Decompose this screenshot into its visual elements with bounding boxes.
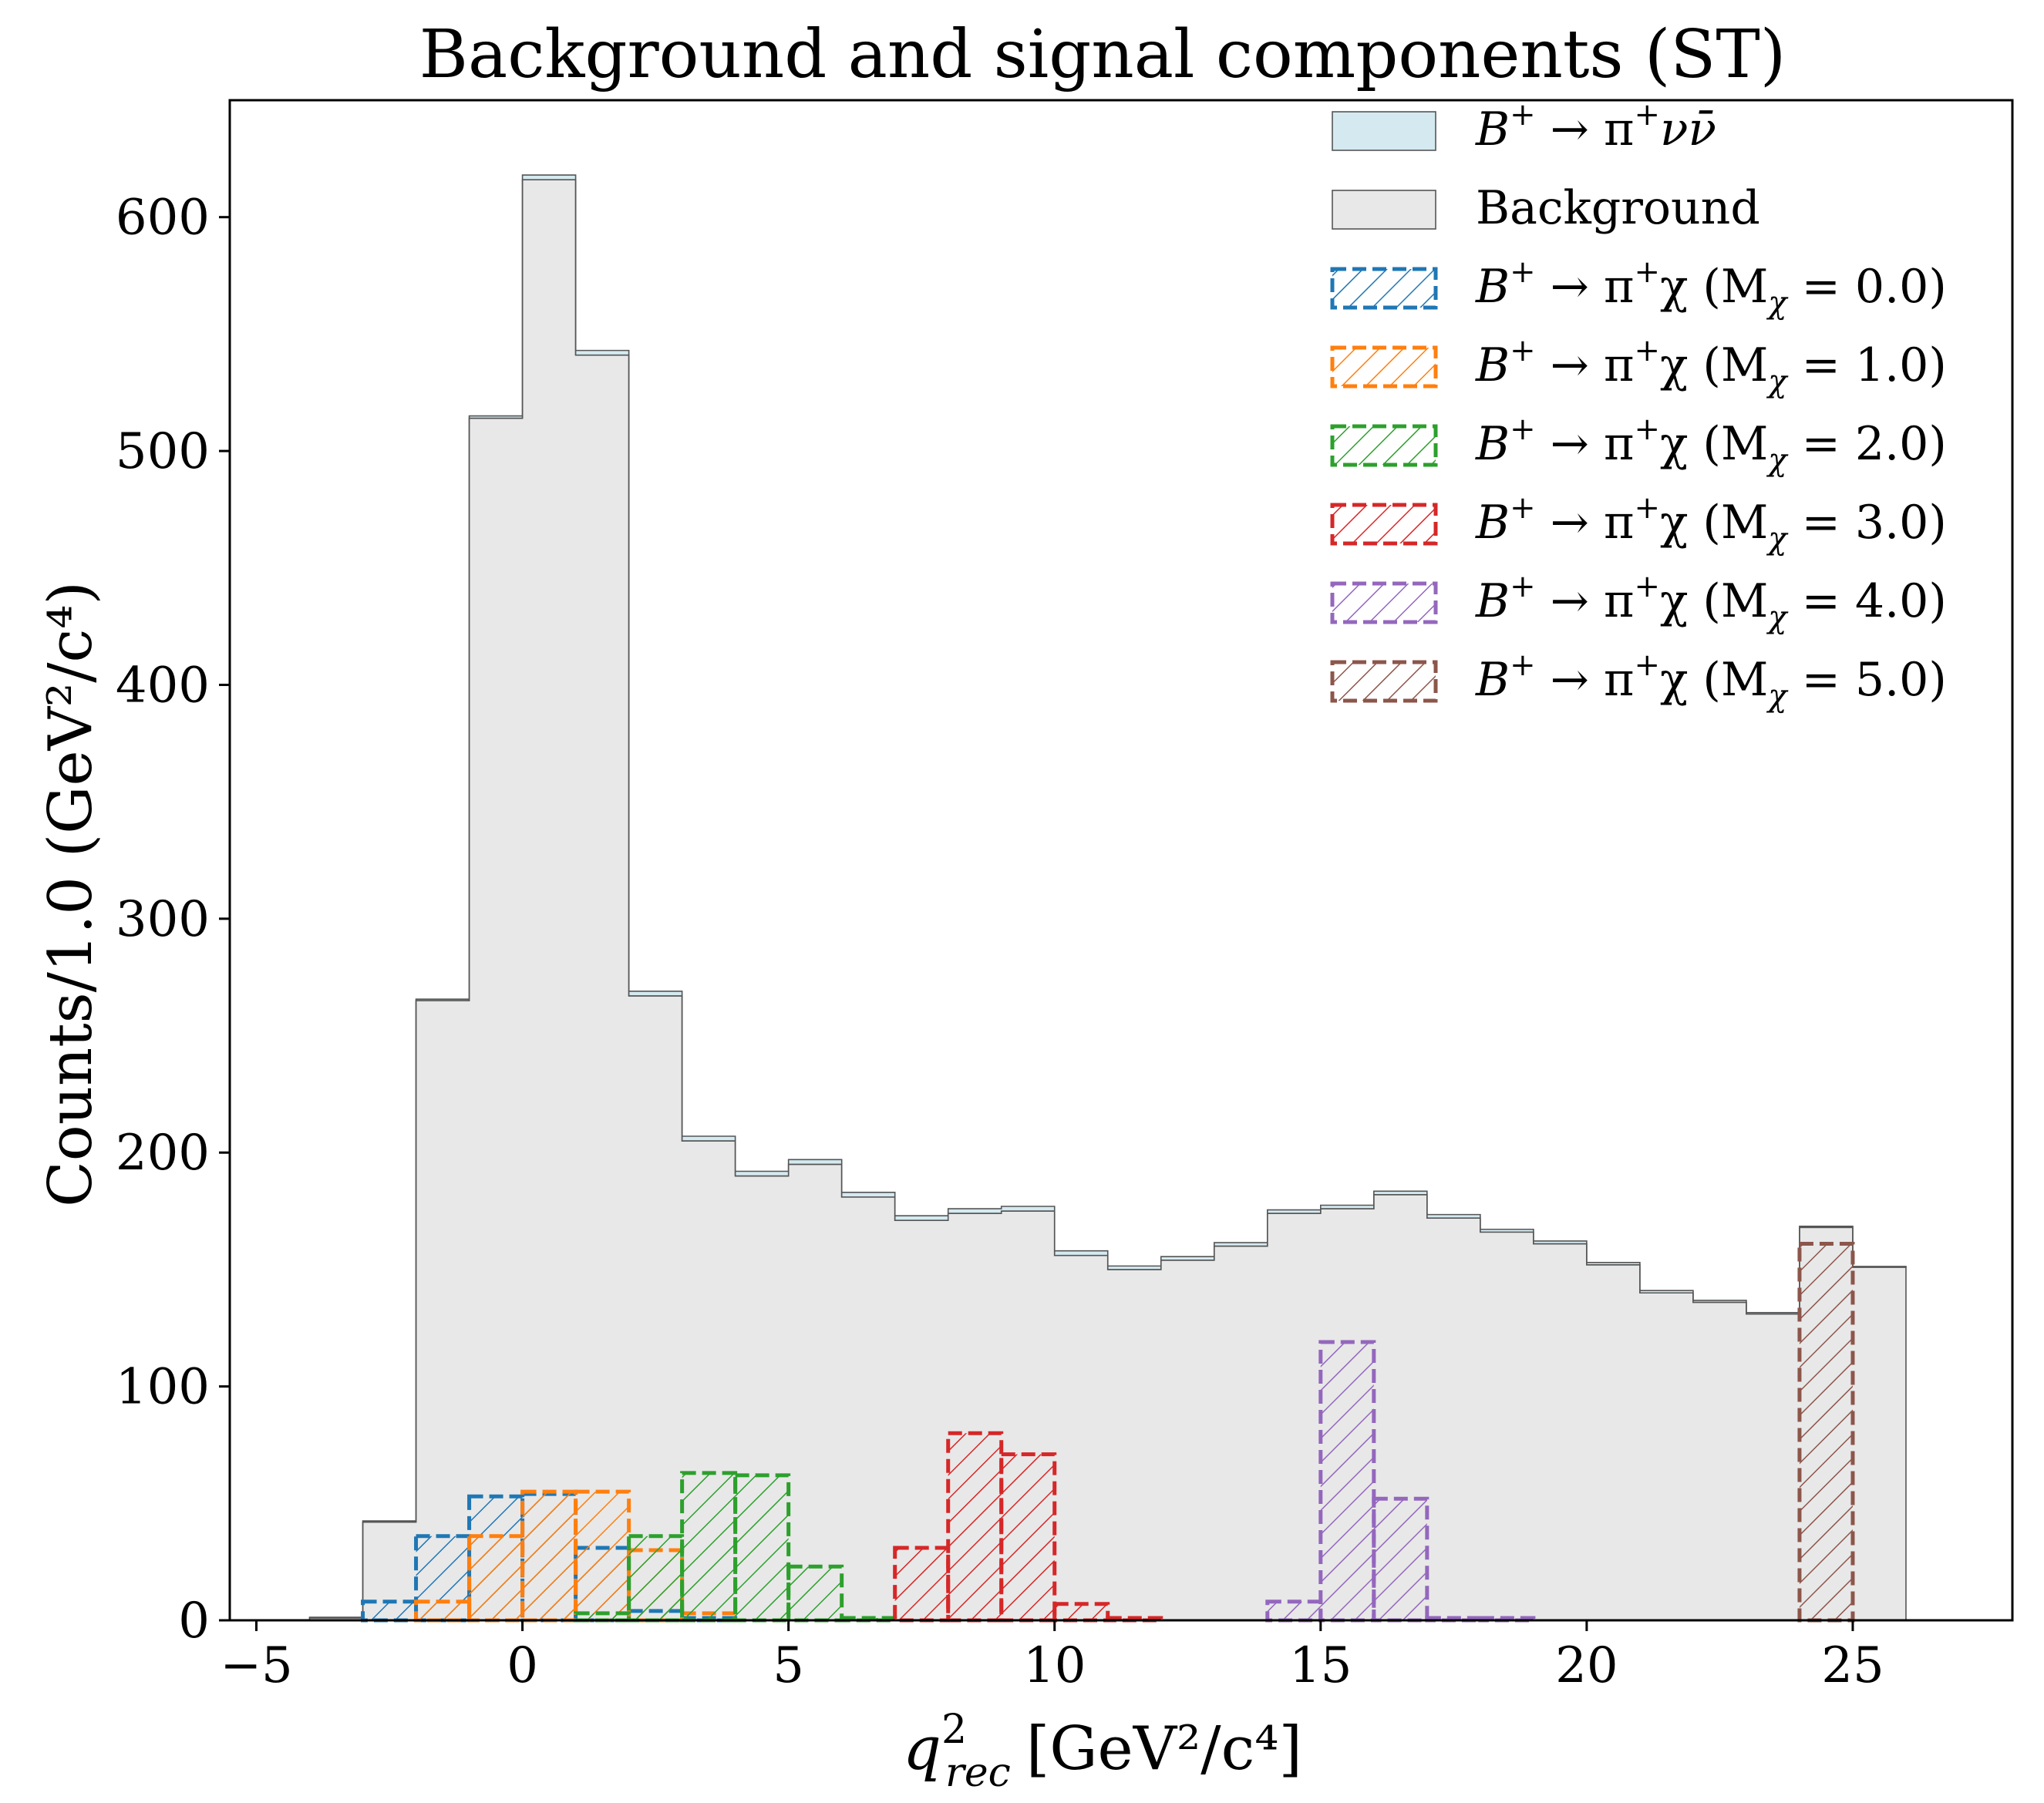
legend-swatch-pinunu <box>1332 111 1436 151</box>
signal-series-m5.0 <box>1797 1242 1855 1623</box>
legend-swatch-m5.0 <box>1330 660 1438 703</box>
signal-bar-m3.0 <box>946 1431 1004 1623</box>
signal-bar-m3.0 <box>999 1452 1057 1623</box>
legend-label: Background <box>1476 181 1760 235</box>
signal-series-m4.0 <box>1265 1340 1536 1623</box>
legend-swatch-m2.0 <box>1330 424 1438 467</box>
legend-label: B+ → π+χ (Mχ = 3.0) <box>1475 490 1947 557</box>
x-label-symbol: q <box>903 1714 941 1784</box>
signal-bar-m4.0 <box>1318 1340 1376 1623</box>
signal-bar-m2.0 <box>733 1473 791 1623</box>
signal-bar-m3.0 <box>1052 1602 1110 1623</box>
x-tick-label: 10 <box>1023 1637 1086 1694</box>
legend-label: B+ → π+χ (Mχ = 1.0) <box>1475 333 1947 399</box>
signal-bar-m2.0 <box>786 1564 844 1623</box>
y-tick-label: 300 <box>116 891 210 948</box>
pinunu-histogram <box>308 174 1907 1619</box>
y-axis-label: Counts/1.0 (GeV²/c⁴) <box>36 581 106 1207</box>
legend-swatch-m3.0 <box>1330 503 1438 546</box>
legend-label: B+ → π+νν̄ <box>1475 97 1716 156</box>
y-tick-label: 400 <box>116 657 210 714</box>
legend: B+ → π+νν̄ Background B+ → π+χ (Mχ = 0.0) B… <box>1330 97 1947 714</box>
legend-label: B+ → π+χ (Mχ = 0.0) <box>1475 254 1947 321</box>
signal-bar-m4.0 <box>1265 1599 1323 1623</box>
legend-label: B+ → π+χ (Mχ = 5.0) <box>1475 648 1947 714</box>
signal-bar-m1.0 <box>467 1534 525 1623</box>
plot-area <box>308 174 1907 1623</box>
signal-bar-m2.0 <box>627 1534 685 1623</box>
signal-bar-m5.0 <box>1797 1242 1855 1623</box>
x-label-units: [GeV²/c⁴] <box>1026 1714 1302 1784</box>
legend-label: B+ → π+χ (Mχ = 4.0) <box>1475 569 1947 635</box>
legend-swatch-m1.0 <box>1330 345 1438 389</box>
y-tick-label: 500 <box>116 423 210 480</box>
legend-swatch-background <box>1332 190 1436 230</box>
x-label-sub: rec <box>945 1750 1011 1796</box>
x-tick-label: 20 <box>1555 1637 1618 1694</box>
y-tick-label: 600 <box>116 190 210 247</box>
y-tick-label: 0 <box>178 1593 210 1650</box>
y-tick-label: 100 <box>116 1359 210 1416</box>
plot-frame <box>228 99 2014 1622</box>
signal-bar-m1.0 <box>520 1489 578 1623</box>
legend-swatch-m0.0 <box>1330 267 1438 310</box>
chart-title: Background and signal components (ST) <box>419 16 1786 93</box>
x-axis-label: q2 rec [GeV²/c⁴] <box>903 1707 1302 1796</box>
signal-bar-m1.0 <box>414 1599 472 1623</box>
signal-bar-m3.0 <box>893 1546 951 1623</box>
x-tick-label: 5 <box>773 1637 804 1694</box>
legend-swatch-m4.0 <box>1330 581 1438 624</box>
signal-bar-m2.0 <box>680 1471 738 1623</box>
signal-bar-m1.0 <box>574 1489 631 1623</box>
x-label-sup: 2 <box>941 1707 967 1753</box>
signal-bar-m0.0 <box>361 1599 419 1623</box>
signal-bar-m4.0 <box>1372 1496 1429 1623</box>
background-histogram <box>308 179 1907 1621</box>
x-tick-label: −5 <box>220 1637 292 1694</box>
legend-label: B+ → π+χ (Mχ = 2.0) <box>1475 412 1947 478</box>
x-tick-label: 0 <box>507 1637 538 1694</box>
x-tick-label: 15 <box>1289 1637 1352 1694</box>
x-tick-label: 25 <box>1821 1637 1884 1694</box>
y-tick-label: 200 <box>116 1125 210 1182</box>
